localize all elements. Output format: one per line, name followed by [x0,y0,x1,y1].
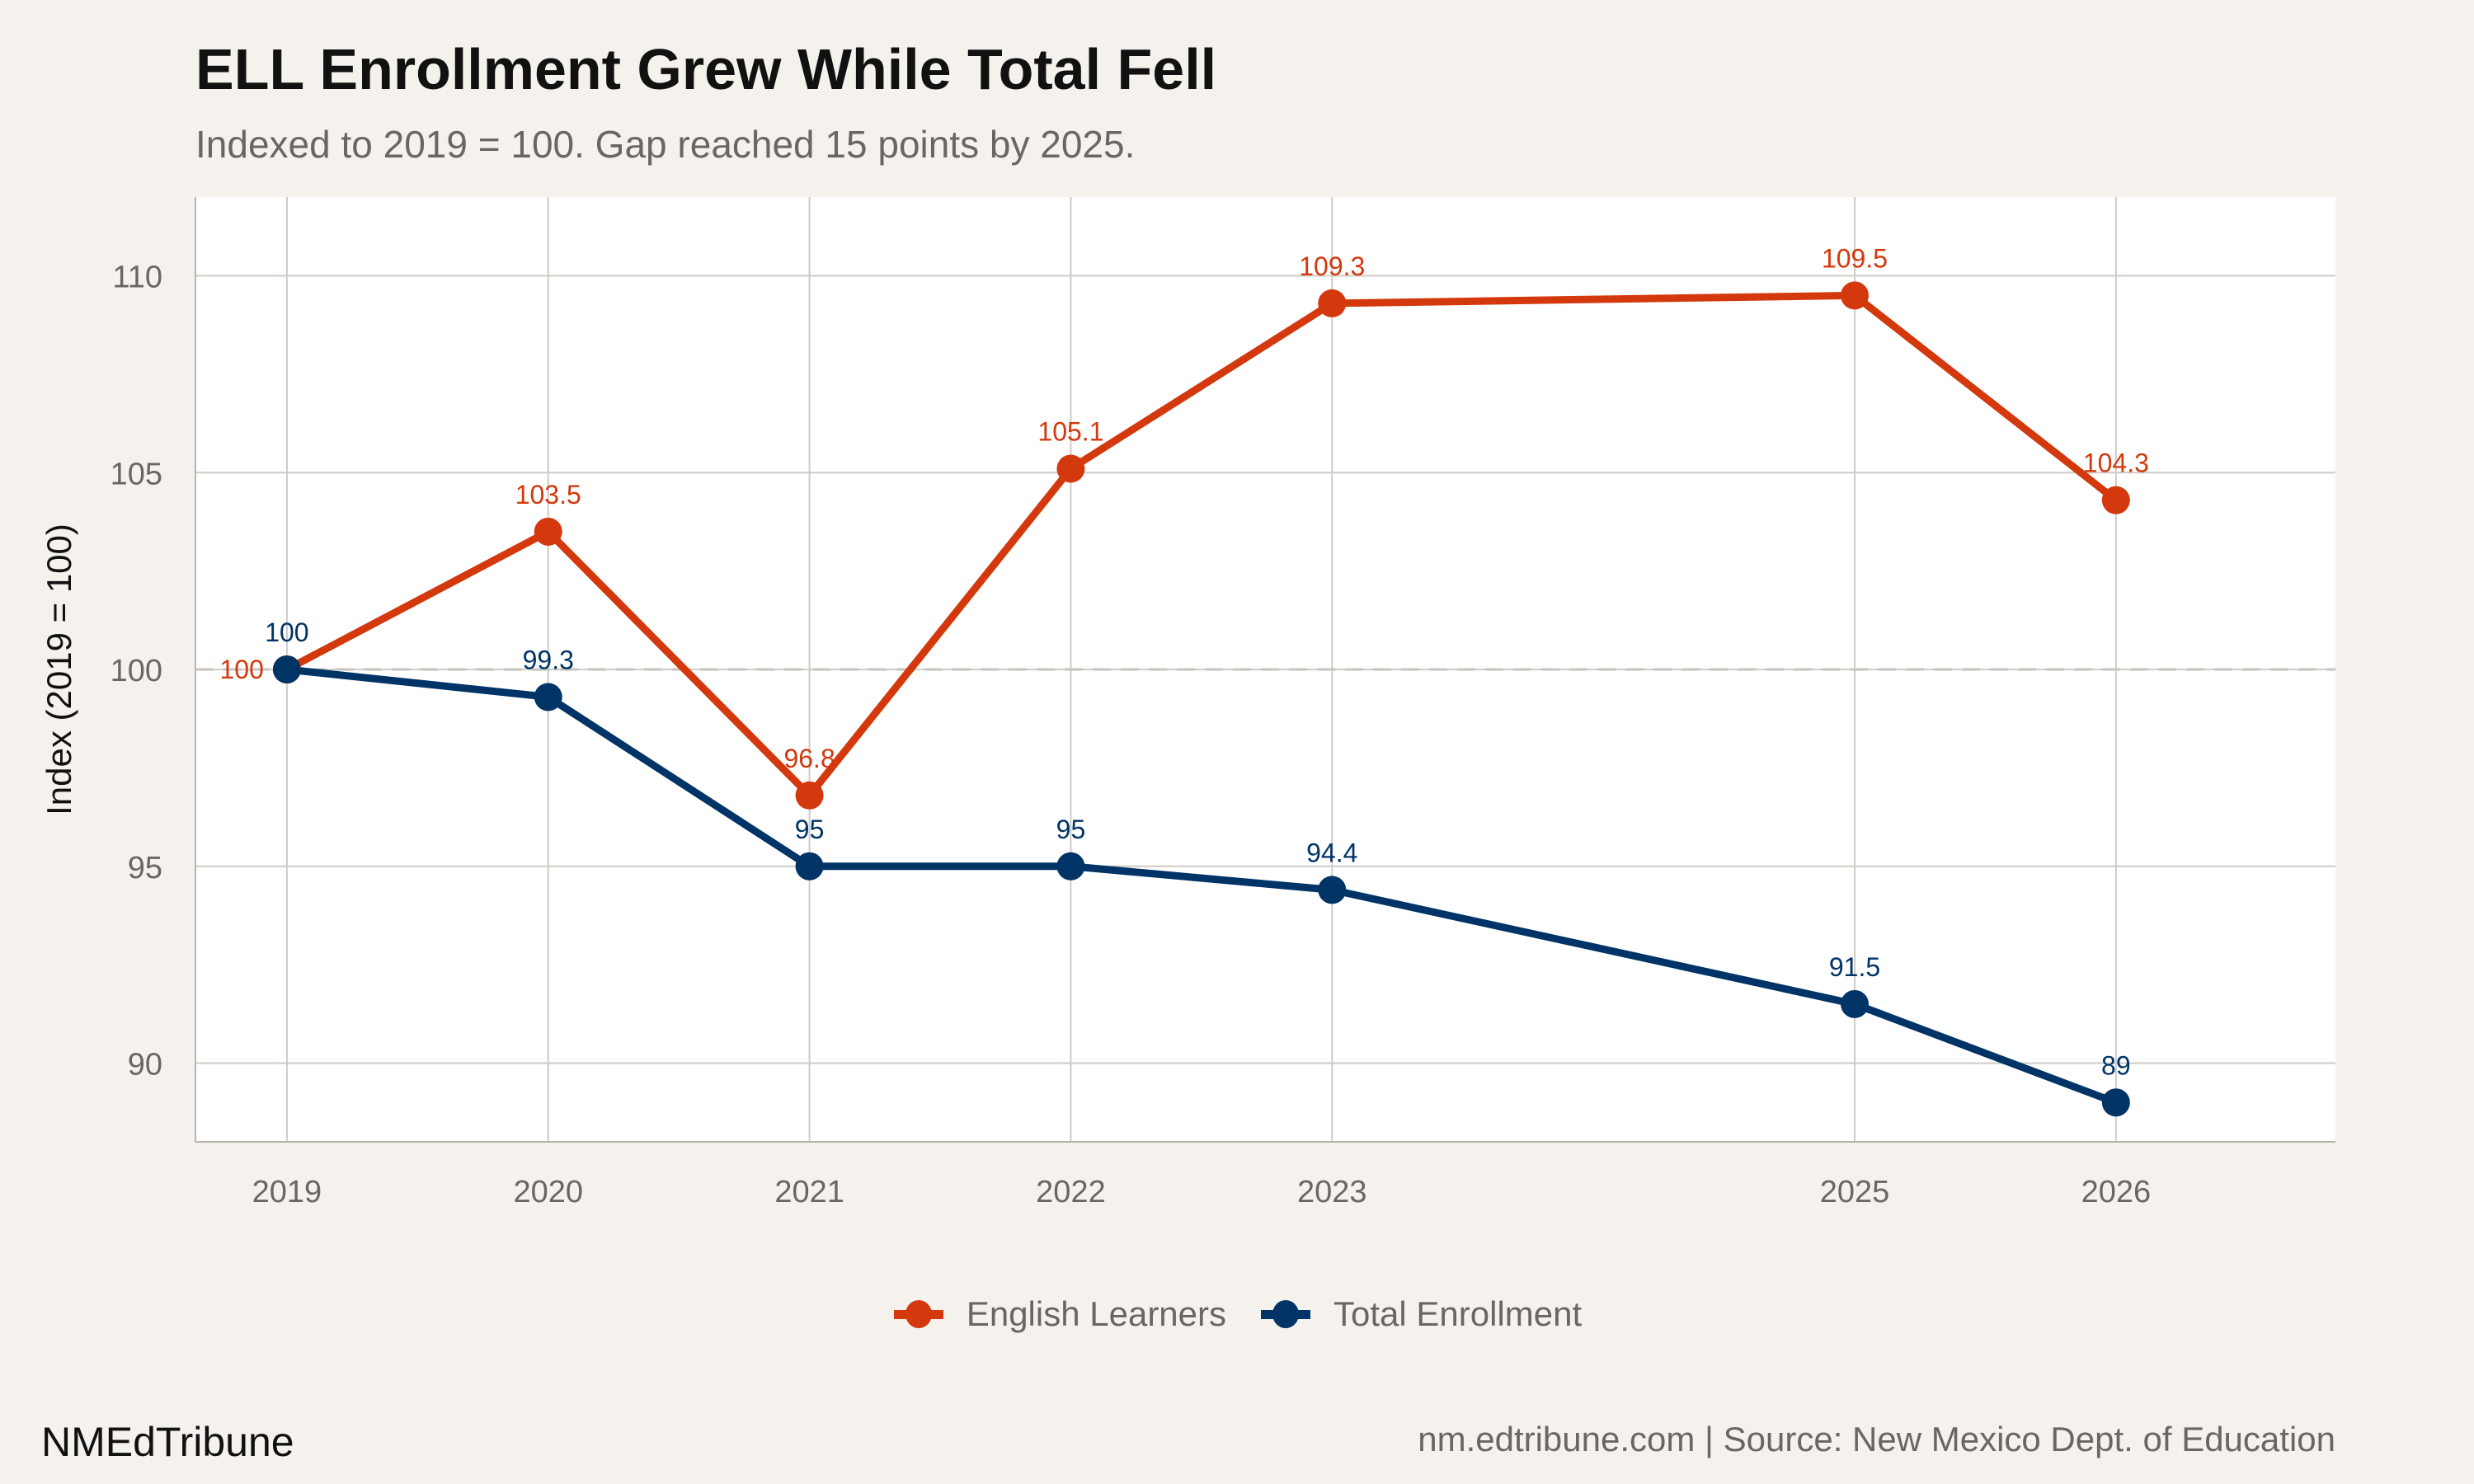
y-tick-label: 95 [128,851,162,885]
y-tick-label: 110 [112,261,162,295]
data-point-total-enrollment [1056,852,1085,881]
legend: English Learners Total Enrollment [0,1294,2474,1334]
legend-key-english-learners-icon [892,1298,945,1331]
legend-key-total-enrollment-icon [1259,1298,1312,1331]
data-label-english-learners: 96.8 [783,744,835,773]
data-label-total-enrollment: 100 [265,618,308,647]
data-label-english-learners: 109.3 [1299,251,1365,281]
y-tick-label: 90 [128,1048,162,1082]
data-label-english-learners: 100 [220,655,264,684]
chart-subtitle: Indexed to 2019 = 100. Gap reached 15 po… [195,123,1136,166]
legend-item-english-learners[interactable]: English Learners [892,1294,1226,1334]
data-label-total-enrollment: 89 [2101,1050,2131,1080]
data-label-english-learners: 104.3 [2083,448,2149,478]
data-point-total-enrollment [2101,1088,2130,1117]
x-tick-label: 2020 [513,1175,583,1209]
data-point-english-learners [795,781,824,810]
data-point-total-enrollment [1318,876,1347,904]
legend-item-total-enrollment[interactable]: Total Enrollment [1259,1294,1582,1334]
y-tick-label: 105 [111,457,162,491]
data-point-total-enrollment [795,852,824,881]
data-label-english-learners: 105.1 [1037,416,1103,446]
x-tick-label: 2022 [1036,1175,1106,1209]
data-point-total-enrollment [1840,989,1869,1018]
data-label-english-learners: 109.5 [1822,243,1888,273]
data-label-total-enrollment: 95 [1056,815,1086,844]
data-label-english-learners: 103.5 [515,480,581,510]
data-point-total-enrollment [534,683,562,711]
data-point-english-learners [1318,289,1347,317]
legend-label: Total Enrollment [1333,1294,1583,1333]
chart-title: ELL Enrollment Grew While Total Fell [195,37,1217,101]
data-point-english-learners [2101,486,2130,514]
legend-label: English Learners [966,1294,1227,1333]
y-tick-label: 100 [111,654,162,688]
x-tick-label: 2025 [1820,1175,1890,1209]
data-label-total-enrollment: 91.5 [1829,952,1880,982]
y-axis-title: Index (2019 = 100) [40,524,78,815]
data-point-english-learners [534,517,562,546]
x-tick-label: 2019 [252,1175,322,1209]
data-label-total-enrollment: 94.4 [1306,838,1357,867]
x-tick-label: 2023 [1297,1175,1367,1209]
data-point-english-learners [1056,454,1085,483]
brand-name: NMEdTribune [41,1419,294,1465]
data-label-total-enrollment: 99.3 [523,645,574,674]
data-point-english-learners [1840,281,1869,310]
x-tick-label: 2026 [2081,1175,2152,1209]
data-point-total-enrollment [272,655,301,683]
data-label-total-enrollment: 95 [795,815,825,844]
source-note: nm.edtribune.com | Source: New Mexico De… [1418,1420,2335,1458]
x-tick-label: 2021 [774,1175,844,1209]
